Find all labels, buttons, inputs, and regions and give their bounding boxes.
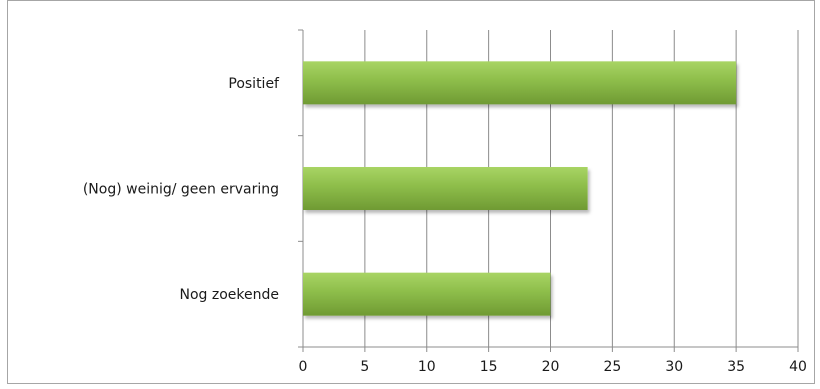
bar-1 bbox=[303, 167, 588, 210]
bar-2 bbox=[303, 272, 551, 316]
category-label-0: Positief bbox=[228, 76, 280, 92]
x-tick-label-35: 35 bbox=[727, 359, 745, 375]
x-tick-label-40: 40 bbox=[789, 359, 807, 375]
x-tick-label-5: 5 bbox=[360, 359, 369, 375]
x-tick-label-30: 30 bbox=[665, 359, 683, 375]
labels: 0 5 10 15 20 25 30 35 40 Positief (Nog) weinig/ ge… bbox=[83, 76, 807, 375]
bar-0 bbox=[303, 61, 737, 105]
category-label-1: (Nog) weinig/ geen ervaring bbox=[83, 182, 279, 198]
x-tick-label-20: 20 bbox=[542, 359, 560, 375]
x-tick-label-0: 0 bbox=[299, 359, 308, 375]
x-tick-label-15: 15 bbox=[480, 359, 498, 375]
x-tick-label-25: 25 bbox=[603, 359, 621, 375]
bars bbox=[303, 61, 737, 316]
category-label-2: Nog zoekende bbox=[180, 287, 280, 303]
x-tick-label-10: 10 bbox=[418, 359, 436, 375]
